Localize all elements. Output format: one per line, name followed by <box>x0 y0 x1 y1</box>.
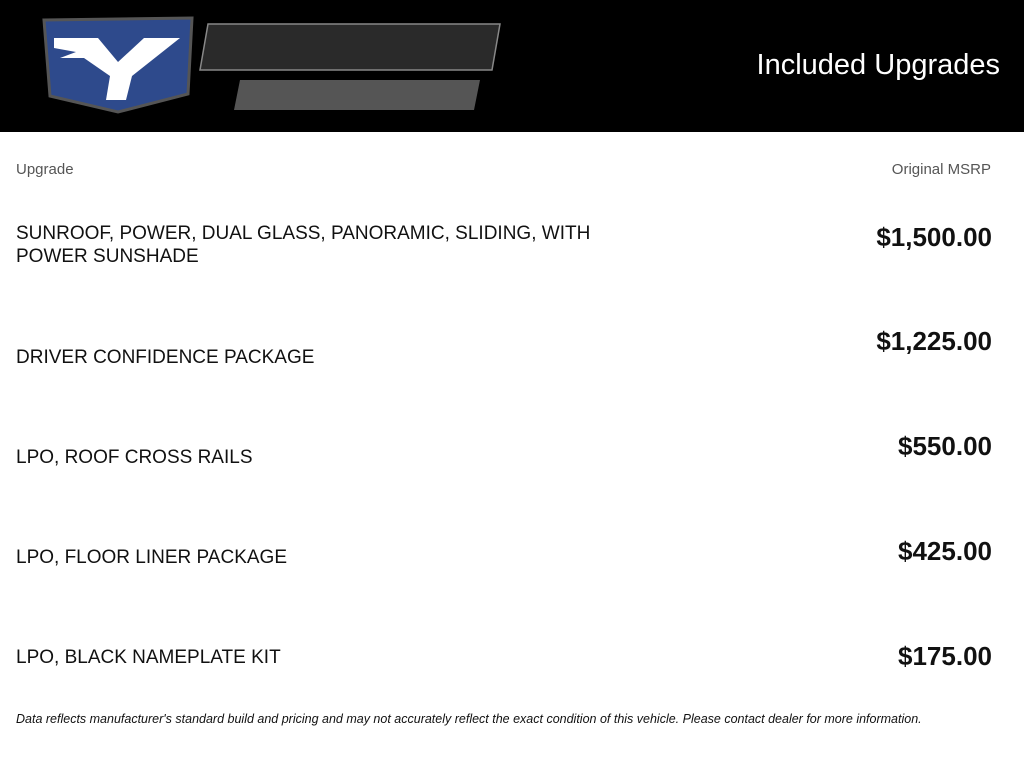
table-row: LPO, FLOOR LINER PACKAGE $425.00 <box>16 536 992 632</box>
upgrade-name: LPO, ROOF CROSS RAILS <box>16 447 253 468</box>
header: Included Upgrades <box>0 0 1024 132</box>
table-row: LPO, ROOF CROSS RAILS $550.00 <box>16 431 992 527</box>
upgrade-name: LPO, BLACK NAMEPLATE KIT <box>16 647 281 668</box>
table-row: SUNROOF, POWER, DUAL GLASS, PANORAMIC, S… <box>16 222 992 318</box>
column-header-upgrade: Upgrade <box>16 161 74 178</box>
upgrade-msrp: $1,225.00 <box>876 326 992 356</box>
upgrade-msrp: $175.00 <box>898 641 992 671</box>
table-row: DRIVER CONFIDENCE PACKAGE $1,225.00 <box>16 326 992 422</box>
page-title: Included Upgrades <box>756 49 1000 81</box>
upgrade-msrp: $425.00 <box>898 536 992 566</box>
disclaimer: Data reflects manufacturer's standard bu… <box>16 712 922 726</box>
dealer-logo <box>42 16 501 114</box>
upgrade-msrp: $550.00 <box>898 431 992 461</box>
upgrade-name: LPO, FLOOR LINER PACKAGE <box>16 547 288 568</box>
table-row: LPO, BLACK NAMEPLATE KIT $175.00 <box>16 641 992 737</box>
upgrade-name: DRIVER CONFIDENCE PACKAGE <box>16 347 315 368</box>
column-header-msrp: Original MSRP <box>891 161 991 178</box>
upgrade-msrp: $1,500.00 <box>876 222 992 252</box>
upgrade-name: SUNROOF, POWER, DUAL GLASS, PANORAMIC, S… <box>16 223 591 267</box>
